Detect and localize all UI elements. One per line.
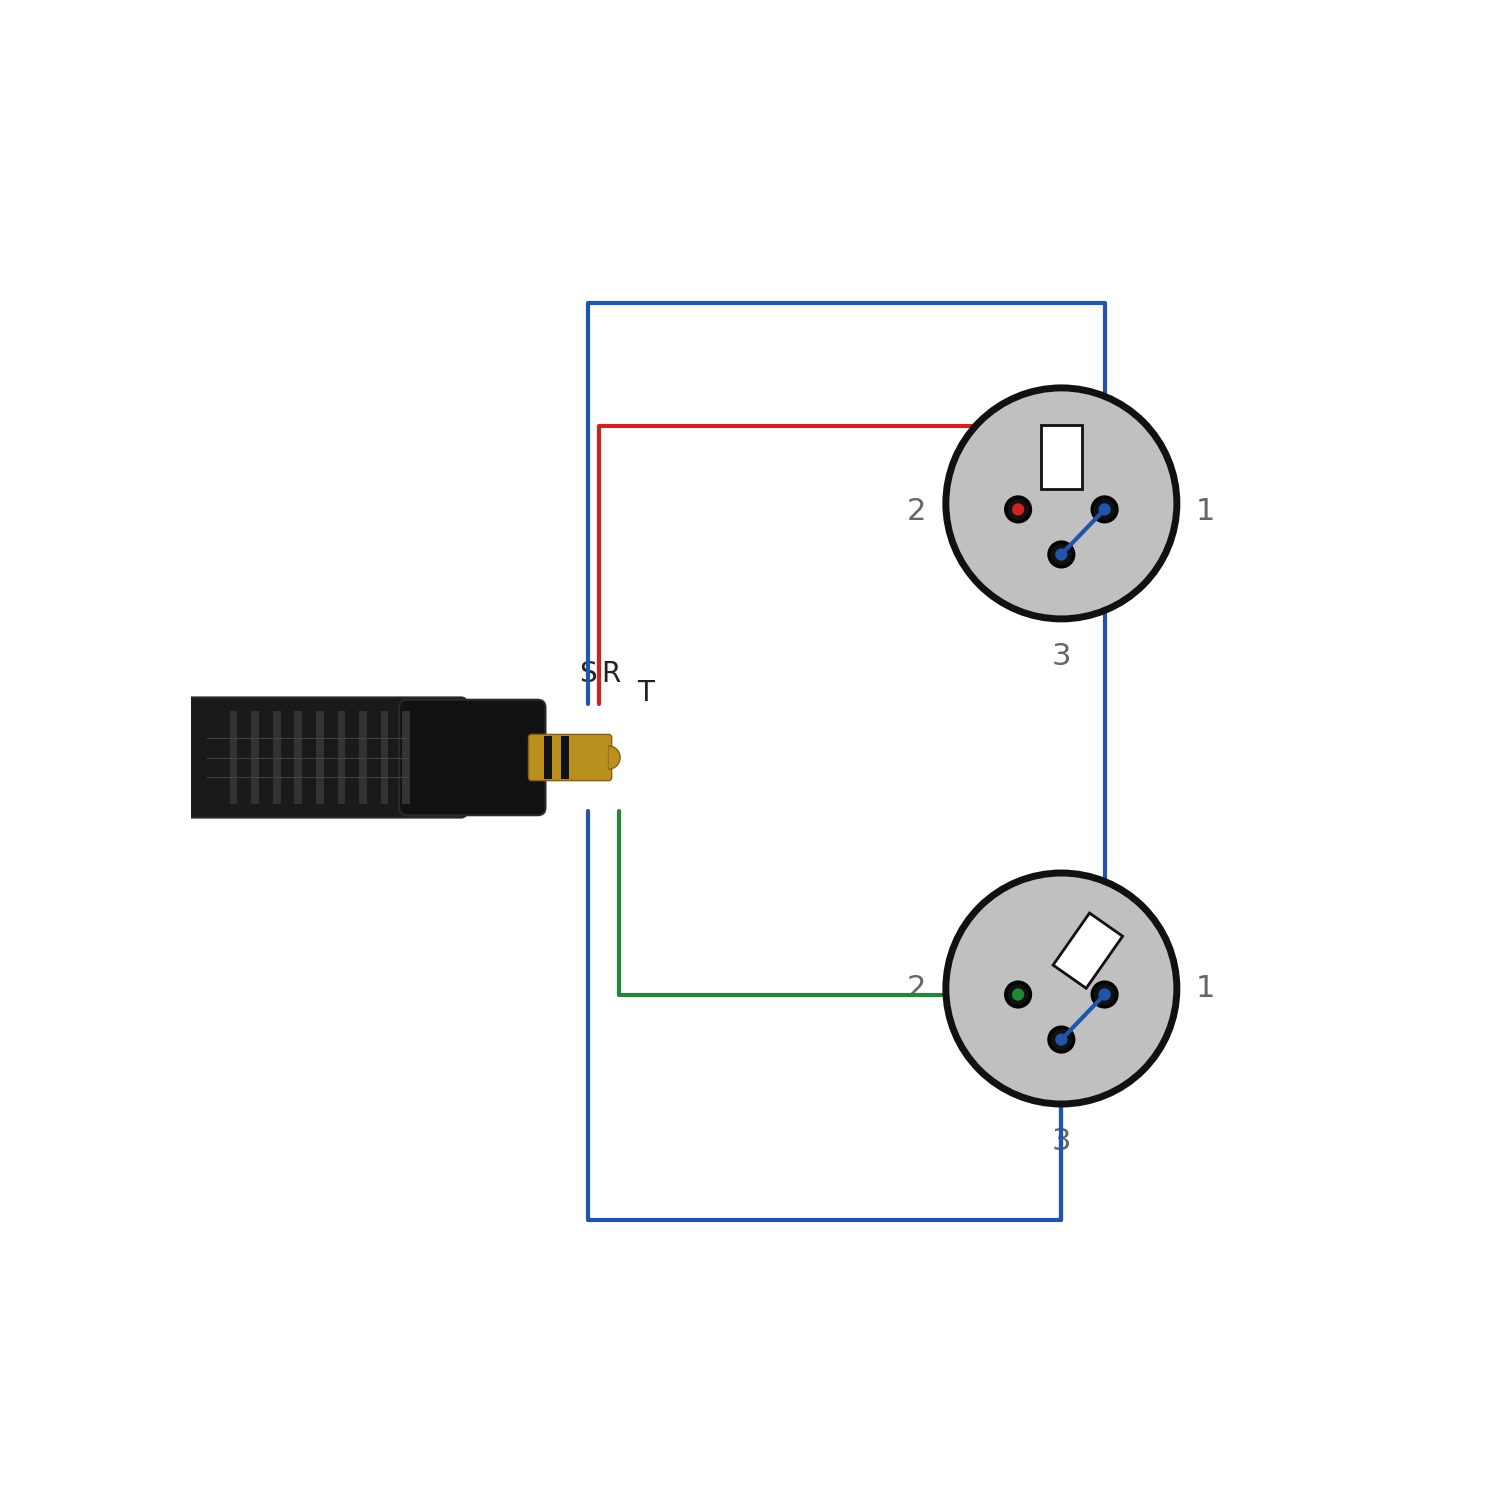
Bar <box>316 711 324 804</box>
Circle shape <box>1013 988 1025 1000</box>
Text: 2: 2 <box>908 496 927 525</box>
Text: R: R <box>602 660 621 688</box>
Bar <box>561 736 568 778</box>
Polygon shape <box>1053 914 1122 989</box>
Circle shape <box>1092 496 1118 522</box>
Circle shape <box>1098 503 1112 516</box>
Circle shape <box>1054 1034 1068 1046</box>
Circle shape <box>1098 988 1112 1000</box>
Polygon shape <box>609 746 618 770</box>
Bar <box>252 711 260 804</box>
Circle shape <box>1007 982 1031 1006</box>
FancyBboxPatch shape <box>528 735 612 780</box>
Bar <box>402 711 410 804</box>
Bar <box>381 711 388 804</box>
Wedge shape <box>609 746 619 770</box>
Text: 2: 2 <box>908 974 927 1004</box>
Circle shape <box>1048 542 1074 567</box>
Circle shape <box>1048 1028 1074 1051</box>
Circle shape <box>1007 496 1031 522</box>
Bar <box>338 711 345 804</box>
FancyBboxPatch shape <box>399 699 546 816</box>
Text: 1: 1 <box>1196 974 1215 1004</box>
Circle shape <box>1092 982 1118 1006</box>
Circle shape <box>946 873 1178 1104</box>
Text: S: S <box>579 660 597 688</box>
Circle shape <box>946 388 1178 620</box>
Circle shape <box>1013 503 1025 516</box>
Bar <box>358 711 368 804</box>
Circle shape <box>1054 549 1068 561</box>
Bar <box>294 711 302 804</box>
Bar <box>273 711 280 804</box>
FancyBboxPatch shape <box>147 698 466 818</box>
Text: 3: 3 <box>1052 1126 1071 1156</box>
Text: T: T <box>638 680 654 708</box>
Bar <box>544 736 552 778</box>
Polygon shape <box>1041 426 1082 489</box>
Text: 1: 1 <box>1196 496 1215 525</box>
Text: 3: 3 <box>1052 642 1071 670</box>
Bar <box>230 711 237 804</box>
